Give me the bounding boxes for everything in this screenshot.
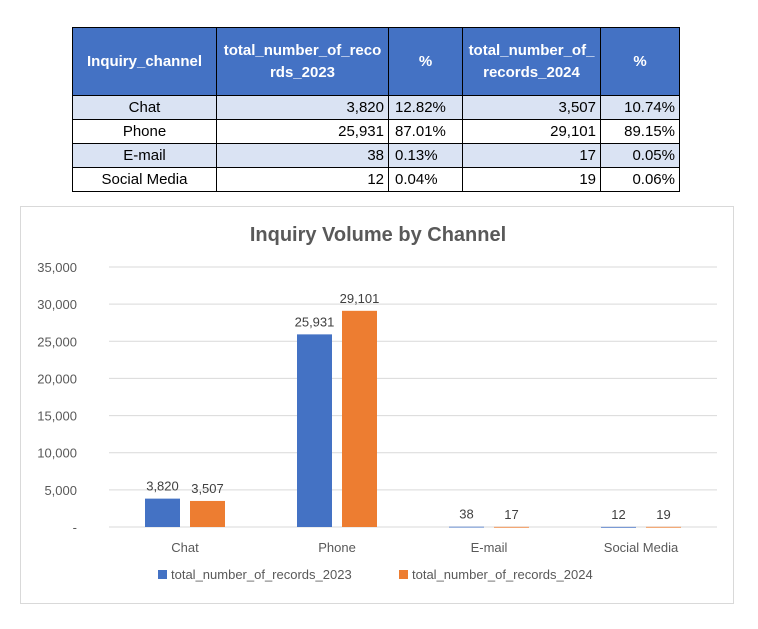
bar-2023 xyxy=(449,526,484,528)
cell-records-2023: 3,820 xyxy=(216,95,389,120)
y-tick-label: 35,000 xyxy=(37,260,77,275)
bar-2023 xyxy=(297,334,332,527)
cell-channel: E-mail xyxy=(72,143,217,168)
data-label: 3,820 xyxy=(146,479,179,494)
legend-swatch xyxy=(158,570,167,579)
cell-pct-2023: 0.04% xyxy=(388,167,463,192)
bar-2024 xyxy=(494,526,529,528)
bar-2023 xyxy=(601,526,636,528)
y-tick-label: 15,000 xyxy=(37,409,77,424)
bar-2024 xyxy=(342,310,377,527)
table-row: E-mail 38 0.13% 17 0.05% xyxy=(72,143,680,168)
cell-records-2024: 17 xyxy=(462,143,601,168)
cell-pct-2023: 12.82% xyxy=(388,95,463,120)
table-row: Social Media 12 0.04% 19 0.06% xyxy=(72,167,680,192)
bar-2024 xyxy=(646,526,681,528)
header-channel: Inquiry_channel xyxy=(72,27,217,96)
y-tick-label: - xyxy=(73,520,77,535)
header-pct-2023: % xyxy=(388,27,463,96)
y-tick-label: 10,000 xyxy=(37,446,77,461)
y-tick-label: 5,000 xyxy=(44,483,77,498)
bar-2024 xyxy=(190,500,225,527)
cell-pct-2024: 0.06% xyxy=(600,167,680,192)
bar-chart: Inquiry Volume by Channel - 5,000 10,000 15,… xyxy=(37,224,717,582)
x-tick-label: Chat xyxy=(171,540,199,555)
y-tick-label: 25,000 xyxy=(37,334,77,349)
cell-pct-2024: 0.05% xyxy=(600,143,680,168)
data-label: 25,931 xyxy=(295,314,335,329)
chart-title: Inquiry Volume by Channel xyxy=(250,224,506,246)
cell-records-2024: 3,507 xyxy=(462,95,601,120)
x-tick-label: E-mail xyxy=(471,540,508,555)
x-tick-label: Phone xyxy=(318,540,356,555)
cell-channel: Phone xyxy=(72,119,217,144)
cell-channel: Chat xyxy=(72,95,217,120)
legend-swatch xyxy=(399,570,408,579)
header-records-2024: total_number_of_records_2024 xyxy=(462,27,601,96)
cell-pct-2024: 89.15% xyxy=(600,119,680,144)
cell-records-2024: 19 xyxy=(462,167,601,192)
y-tick-label: 30,000 xyxy=(37,297,77,312)
table-header-row: Inquiry_channel total_number_of_records_2… xyxy=(72,27,680,96)
cell-records-2024: 29,101 xyxy=(462,119,601,144)
legend-label: total_number_of_records_2023 xyxy=(171,567,352,582)
data-label: 38 xyxy=(459,507,473,522)
table-row: Phone 25,931 87.01% 29,101 89.15% xyxy=(72,119,680,144)
header-records-2023: total_number_of_records_2023 xyxy=(216,27,389,96)
cell-pct-2023: 0.13% xyxy=(388,143,463,168)
data-label: 29,101 xyxy=(340,291,380,306)
data-label: 3,507 xyxy=(191,481,224,496)
data-label: 17 xyxy=(504,507,518,522)
cell-channel: Social Media xyxy=(72,167,217,192)
cell-records-2023: 38 xyxy=(216,143,389,168)
chart-area: Inquiry Volume by Channel - 5,000 10,000 15,… xyxy=(20,206,734,604)
data-label: 12 xyxy=(611,507,625,522)
bar-2023 xyxy=(145,498,180,527)
cell-records-2023: 12 xyxy=(216,167,389,192)
data-label: 19 xyxy=(656,507,670,522)
table-row: Chat 3,820 12.82% 3,507 10.74% xyxy=(72,95,680,120)
header-pct-2024: % xyxy=(600,27,680,96)
cell-pct-2023: 87.01% xyxy=(388,119,463,144)
legend-label: total_number_of_records_2024 xyxy=(412,567,593,582)
y-tick-label: 20,000 xyxy=(37,371,77,386)
summary-table: Inquiry_channel total_number_of_records_2… xyxy=(72,27,680,192)
x-tick-label: Social Media xyxy=(604,540,679,555)
cell-records-2023: 25,931 xyxy=(216,119,389,144)
cell-pct-2024: 10.74% xyxy=(600,95,680,120)
